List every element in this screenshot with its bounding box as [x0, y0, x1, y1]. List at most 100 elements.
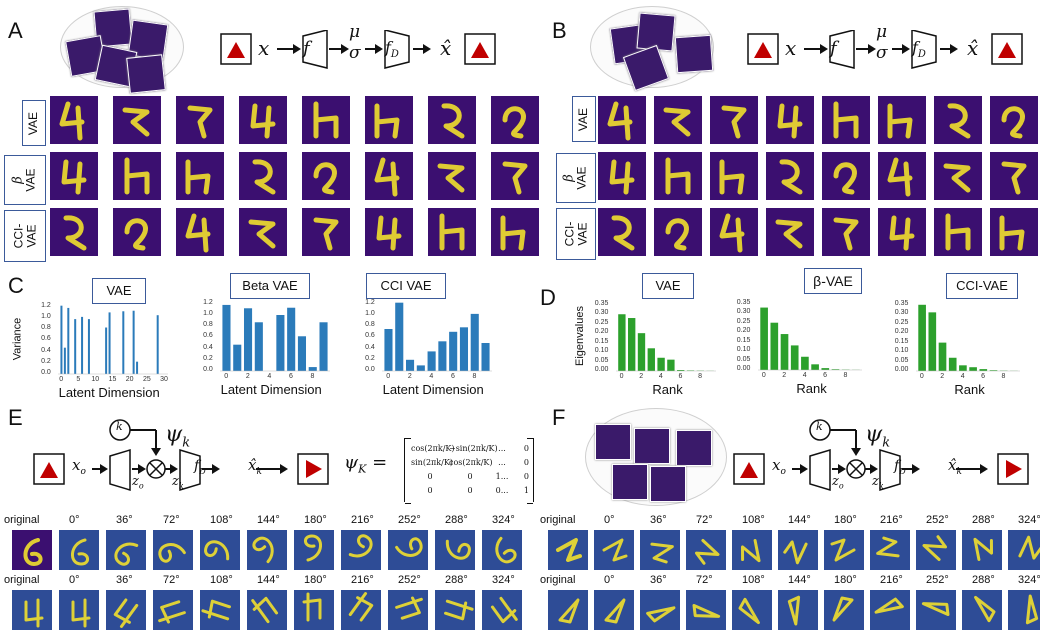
bar	[657, 357, 665, 371]
sample-thumb	[126, 54, 166, 94]
y-tick-label: 0.25	[594, 318, 609, 326]
symbol-f: f	[303, 38, 310, 59]
bar	[760, 307, 768, 370]
rotated-image	[916, 590, 956, 630]
matrix-row: sin(2πk/K) cos(2πk/K)... 0	[411, 455, 529, 469]
rotated-image	[870, 530, 910, 570]
y-tick-label: 0.05	[736, 355, 751, 363]
traversal-cell	[302, 208, 350, 256]
bar	[770, 322, 779, 370]
rotated-image	[388, 590, 428, 630]
sample-thumb	[650, 466, 686, 502]
angle-label: 72°	[163, 574, 180, 586]
matrix-cell: 0	[523, 471, 529, 481]
traversal-cell	[934, 152, 982, 200]
symbol-x: x	[258, 36, 270, 60]
symbol-zo: zo	[832, 474, 844, 491]
angle-label: 36°	[116, 514, 133, 526]
y-tick-label: 0.6	[365, 332, 375, 340]
x-tick-label: 2	[782, 372, 787, 379]
symbol-xhat: x̂	[440, 36, 452, 60]
traversal-cell	[365, 96, 413, 144]
symbol-psi-big-k: ψK =	[344, 452, 388, 476]
bar	[959, 365, 967, 371]
bar	[416, 365, 425, 371]
rotated-image	[686, 530, 726, 570]
y-tick-label: 0.05	[594, 356, 609, 364]
traversal-cell	[176, 152, 224, 200]
y-tick-label: 0.30	[736, 308, 751, 316]
angle-label: 252°	[926, 514, 949, 526]
rotation-pipeline-f	[733, 419, 1029, 492]
angle-label: 144°	[257, 574, 280, 586]
y-tick-label: 0.2	[41, 357, 51, 365]
y-tick-label: 0.35	[736, 298, 751, 306]
angle-label: 180°	[834, 514, 857, 526]
bar	[222, 304, 231, 371]
y-axis-label: Eigenvalues	[573, 306, 586, 366]
rotated-image	[962, 590, 1002, 630]
bar	[67, 307, 70, 374]
rotated-image	[732, 590, 772, 630]
rotated-image	[247, 590, 287, 630]
x-tick-label: 6	[288, 373, 293, 380]
x-tick-label: 0	[761, 372, 766, 379]
matrix-cell: cos(2πk/K)	[411, 443, 455, 453]
bar	[287, 307, 296, 371]
bar	[156, 315, 159, 374]
symbol-psi-k: ψk	[865, 422, 891, 451]
symbol-fd: fD	[912, 38, 926, 61]
y-tick-label: 0.00	[736, 365, 751, 372]
bar	[811, 364, 819, 370]
panel-label-d: D	[540, 285, 556, 310]
angle-label: 216°	[351, 514, 374, 526]
rotated-image	[247, 530, 287, 570]
original-image	[548, 530, 588, 570]
angle-label: 324°	[1018, 514, 1040, 526]
row-label-beta-vae: β VAE	[556, 153, 596, 203]
y-tick-label: 0.2	[365, 354, 375, 362]
traversal-cell	[934, 96, 982, 144]
x-tick-label: 4	[267, 373, 272, 380]
symbol-xk-hat: x̂k	[948, 456, 962, 477]
y-tick-label: 0.15	[594, 337, 609, 345]
y-tick-label: 1.0	[203, 310, 213, 317]
bar	[459, 327, 469, 371]
matrix-cell: −sin(2πk/K)	[449, 443, 498, 453]
angle-label: 216°	[351, 574, 374, 586]
y-tick-label: 0.00	[594, 366, 609, 373]
traversal-cell	[878, 208, 926, 256]
angle-label: 36°	[650, 574, 667, 586]
chart-plot	[758, 307, 862, 371]
symbol-fd: fD	[385, 38, 399, 61]
symbol-k: k	[816, 420, 823, 433]
traversal-cell	[239, 208, 287, 256]
traversal-cell	[50, 96, 98, 144]
traversal-cell	[598, 208, 646, 256]
bar	[821, 368, 830, 370]
traversal-cell	[113, 96, 161, 144]
pipeline-diagram-b	[747, 30, 1023, 69]
rotated-image	[916, 530, 956, 570]
angle-label: 36°	[116, 574, 133, 586]
row-label-vae: VAE	[572, 96, 596, 142]
original-image	[12, 530, 52, 570]
chart-plot	[382, 302, 492, 372]
matrix-cell: ...	[498, 457, 506, 467]
x-tick-label: 10	[91, 376, 100, 383]
chart-plot	[916, 304, 1020, 372]
x-tick-label: 0	[224, 373, 229, 380]
symbol-zk: zk	[172, 474, 184, 491]
x-axis-label: Latent Dimension	[58, 385, 160, 400]
bar	[618, 314, 626, 371]
symbol-psi-k: ψk	[165, 422, 191, 451]
y-axis-label: Variance	[11, 317, 24, 361]
y-tick-label: 0.8	[365, 321, 375, 329]
x-tick-label: 4	[960, 373, 965, 380]
bar	[449, 331, 458, 371]
angle-label: 324°	[1018, 574, 1040, 586]
chart-plot	[616, 314, 716, 372]
angle-label: 288°	[445, 574, 468, 586]
bar	[979, 369, 988, 371]
traversal-cell	[766, 152, 814, 200]
